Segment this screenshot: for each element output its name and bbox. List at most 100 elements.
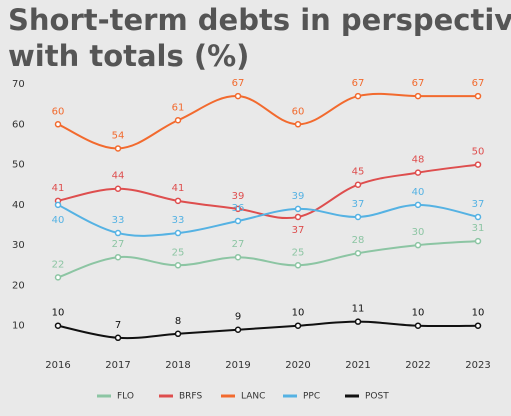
data-label: 45 bbox=[352, 167, 365, 178]
data-label: 67 bbox=[352, 78, 365, 89]
point bbox=[234, 217, 242, 225]
data-label: 48 bbox=[412, 155, 425, 166]
y-tick-label: 20 bbox=[12, 280, 25, 291]
y-tick-label: 60 bbox=[12, 119, 25, 130]
data-label: 67 bbox=[412, 78, 425, 89]
data-label: 10 bbox=[412, 308, 425, 319]
y-tick-label: 10 bbox=[12, 321, 25, 332]
data-label: 10 bbox=[472, 308, 485, 319]
data-label: 28 bbox=[352, 235, 365, 246]
data-label: 22 bbox=[52, 259, 65, 270]
x-tick-label: 2020 bbox=[285, 360, 310, 371]
point bbox=[174, 117, 182, 124]
point bbox=[414, 322, 422, 329]
data-label: 9 bbox=[235, 312, 241, 323]
legend-label: POST bbox=[365, 392, 389, 402]
point bbox=[294, 322, 302, 329]
point bbox=[354, 318, 362, 325]
data-label: 39 bbox=[232, 191, 245, 202]
point bbox=[294, 213, 302, 221]
chart-title: Short-term debts in perspective bbox=[8, 3, 511, 37]
point bbox=[114, 145, 122, 152]
data-label: 40 bbox=[52, 215, 65, 226]
point bbox=[414, 201, 422, 209]
data-label: 61 bbox=[172, 102, 185, 113]
data-label: 41 bbox=[52, 183, 65, 194]
point bbox=[474, 213, 482, 221]
point bbox=[54, 201, 62, 209]
point bbox=[354, 92, 362, 100]
point bbox=[174, 330, 182, 338]
data-label: 27 bbox=[232, 239, 245, 250]
x-tick-label: 2019 bbox=[225, 360, 250, 371]
series-line bbox=[57, 163, 479, 219]
point bbox=[474, 161, 482, 168]
y-tick-label: 50 bbox=[12, 160, 25, 171]
data-label: 60 bbox=[292, 106, 305, 117]
data-label: 36 bbox=[232, 203, 245, 214]
data-label: 33 bbox=[172, 215, 185, 226]
point bbox=[234, 253, 242, 261]
data-label: 67 bbox=[232, 78, 245, 89]
point bbox=[294, 121, 302, 128]
point bbox=[54, 322, 62, 329]
y-tick-label: 70 bbox=[12, 79, 25, 90]
point bbox=[294, 205, 302, 213]
point bbox=[234, 326, 242, 333]
data-label: 25 bbox=[172, 247, 185, 258]
data-label: 8 bbox=[175, 316, 181, 327]
data-label: 37 bbox=[352, 199, 365, 210]
data-label: 33 bbox=[112, 215, 125, 226]
data-label: 25 bbox=[292, 247, 305, 258]
data-label: 10 bbox=[292, 308, 305, 319]
y-tick-label: 40 bbox=[12, 200, 25, 211]
point bbox=[474, 237, 482, 245]
legend-label: FLO bbox=[117, 392, 134, 402]
point bbox=[234, 205, 242, 213]
x-tick-label: 2021 bbox=[345, 360, 370, 371]
point bbox=[114, 334, 122, 342]
point bbox=[414, 241, 422, 249]
point bbox=[354, 249, 362, 257]
data-label: 7 bbox=[115, 320, 121, 331]
x-tick-label: 2018 bbox=[165, 360, 190, 371]
point bbox=[114, 185, 122, 192]
data-label: 37 bbox=[292, 225, 305, 236]
point bbox=[234, 92, 242, 100]
series-line bbox=[57, 320, 479, 340]
point bbox=[174, 197, 182, 205]
x-tick-label: 2016 bbox=[45, 360, 70, 371]
point bbox=[474, 322, 482, 329]
data-label: 54 bbox=[112, 130, 125, 141]
data-label: 11 bbox=[352, 304, 365, 315]
point bbox=[114, 229, 122, 237]
x-tick-label: 2017 bbox=[105, 360, 130, 371]
point bbox=[354, 213, 362, 221]
x-tick-label: 2023 bbox=[465, 360, 490, 371]
point bbox=[174, 229, 182, 237]
point bbox=[414, 169, 422, 176]
x-tick-label: 2022 bbox=[405, 360, 430, 371]
data-label: 44 bbox=[112, 171, 125, 182]
data-label: 40 bbox=[412, 187, 425, 198]
legend-label: LANC bbox=[241, 392, 265, 402]
data-label: 27 bbox=[112, 239, 125, 250]
data-label: 41 bbox=[172, 183, 185, 194]
data-label: 31 bbox=[472, 223, 485, 234]
point bbox=[354, 181, 362, 188]
data-label: 67 bbox=[472, 78, 485, 89]
data-label: 37 bbox=[472, 199, 485, 210]
legend-label: PPC bbox=[303, 392, 320, 402]
data-label: 30 bbox=[412, 227, 425, 238]
point bbox=[294, 262, 302, 269]
y-tick-label: 30 bbox=[12, 240, 25, 251]
data-label: 10 bbox=[52, 308, 65, 319]
legend-label: BRFS bbox=[179, 392, 202, 402]
data-label: 60 bbox=[52, 106, 65, 117]
point bbox=[174, 262, 182, 269]
point bbox=[114, 253, 122, 261]
point bbox=[54, 121, 62, 128]
data-label: 50 bbox=[472, 147, 485, 158]
chart-title: with totals (%) bbox=[8, 39, 249, 73]
